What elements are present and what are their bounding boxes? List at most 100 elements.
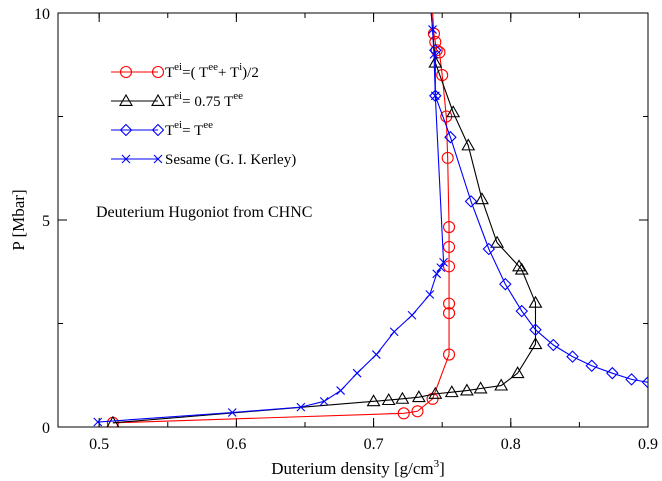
- data-point-diamond: [515, 304, 529, 318]
- series-line: [434, 50, 648, 383]
- data-point-diamond: [566, 350, 579, 363]
- data-point-x-stroke: [93, 417, 103, 427]
- data-point-x: [319, 396, 329, 406]
- data-point-triangle: [494, 378, 509, 391]
- data-point-circle: [442, 348, 456, 361]
- data-point-circle: [151, 65, 165, 79]
- legend: Tei=( Tee+ Ti)/2 Tei= 0.75 Tee Tei= Tee Ses…: [111, 61, 296, 168]
- data-point-x-stroke: [389, 327, 399, 337]
- data-point-x: [371, 350, 381, 359]
- legend-item: Tei= Tee: [111, 119, 213, 139]
- data-point-x: [436, 263, 446, 272]
- series-diamond: [429, 43, 648, 389]
- series-group: [93, 13, 648, 427]
- y-tick-label: 10: [34, 6, 50, 23]
- chart-annotation: Deuterium Hugoniot from CHNC: [96, 204, 312, 221]
- data-point-x: [428, 25, 437, 34]
- data-point-triangle: [490, 235, 505, 248]
- legend-label: Tei= Tee: [165, 119, 213, 139]
- data-point-diamond: [444, 130, 457, 144]
- data-point-x: [352, 368, 362, 378]
- data-point-triangle: [459, 383, 474, 396]
- data-point-triangle: [151, 93, 165, 106]
- x-tick-label: 0.8: [501, 436, 521, 453]
- data-point-triangle: [411, 390, 426, 403]
- data-point-x-stroke: [429, 50, 439, 59]
- data-point-x-stroke: [319, 396, 329, 406]
- data-point-diamond: [464, 195, 478, 208]
- data-point-x: [296, 402, 306, 412]
- data-point-diamond: [119, 123, 133, 137]
- data-point-diamond: [547, 338, 560, 352]
- data-point-x: [439, 257, 448, 267]
- data-point-diamond: [606, 366, 619, 380]
- data-point-circle: [442, 220, 456, 234]
- y-tick-label: 0: [42, 420, 50, 437]
- data-point-x: [153, 154, 163, 164]
- data-point-x-stroke: [425, 290, 435, 299]
- series-line: [112, 13, 537, 424]
- data-point-circle: [430, 44, 443, 57]
- data-point-triangle: [514, 262, 529, 275]
- data-point-x: [432, 269, 442, 279]
- data-point-x: [389, 327, 399, 337]
- data-point-triangle: [512, 259, 526, 272]
- data-point-circle: [442, 240, 456, 253]
- data-point-x-stroke: [428, 25, 437, 34]
- data-point-triangle: [475, 192, 489, 205]
- data-point-x: [429, 50, 439, 59]
- data-point-circle: [442, 307, 456, 320]
- x-axis-label: Duterium density [g/cm3]: [271, 458, 445, 478]
- data-point-triangle: [119, 93, 133, 106]
- data-point-x: [430, 91, 440, 101]
- data-point-triangle: [461, 138, 476, 151]
- data-point-triangle: [444, 385, 459, 398]
- data-point-x-stroke: [352, 368, 362, 378]
- data-point-triangle: [446, 105, 461, 118]
- data-point-x-stroke: [296, 402, 306, 412]
- data-point-x-stroke: [153, 154, 163, 164]
- data-point-x: [93, 417, 103, 427]
- y-tick-label: 5: [42, 213, 50, 230]
- data-point-triangle: [366, 394, 381, 407]
- legend-item: Tei= 0.75 Tee: [111, 90, 243, 110]
- data-point-x: [336, 386, 346, 395]
- data-point-diamond: [641, 376, 648, 389]
- data-point-x-stroke: [336, 386, 346, 395]
- data-point-x-stroke: [439, 257, 448, 267]
- data-point-x-stroke: [432, 269, 442, 279]
- series-line: [112, 13, 450, 424]
- data-point-diamond: [585, 359, 599, 373]
- x-tick-label: 0.9: [638, 436, 658, 453]
- y-axis-label: P [Mbar]: [9, 189, 28, 250]
- data-point-circle: [441, 151, 454, 164]
- x-tick-label: 0.7: [364, 436, 384, 453]
- legend-item: Sesame (G. I. Kerley): [111, 152, 296, 168]
- data-point-triangle: [528, 295, 543, 308]
- data-point-triangle: [528, 337, 543, 350]
- data-point-diamond: [482, 242, 496, 256]
- data-point-triangle: [106, 415, 120, 427]
- legend-label: Tei= 0.75 Tee: [165, 90, 243, 110]
- x-tick-label: 0.5: [89, 436, 109, 453]
- data-point-circle: [397, 407, 410, 420]
- data-point-triangle: [381, 392, 396, 406]
- data-point-x: [227, 408, 237, 417]
- data-point-x-stroke: [121, 154, 131, 164]
- data-point-x-stroke: [407, 310, 417, 320]
- data-point-circle: [429, 35, 442, 49]
- data-point-circle: [411, 405, 424, 418]
- legend-label: Tei=( Tee+ Ti)/2: [165, 61, 259, 81]
- data-point-x-stroke: [430, 91, 440, 101]
- data-point-x: [121, 154, 131, 164]
- data-point-triangle: [510, 366, 525, 379]
- data-point-x: [407, 310, 417, 320]
- data-point-circle: [442, 297, 456, 310]
- data-point-diamond: [151, 123, 165, 137]
- data-point-diamond: [625, 373, 638, 386]
- data-point-diamond: [499, 277, 512, 291]
- series-triangle: [106, 13, 543, 427]
- data-point-triangle: [395, 391, 410, 404]
- data-point-triangle: [473, 381, 488, 394]
